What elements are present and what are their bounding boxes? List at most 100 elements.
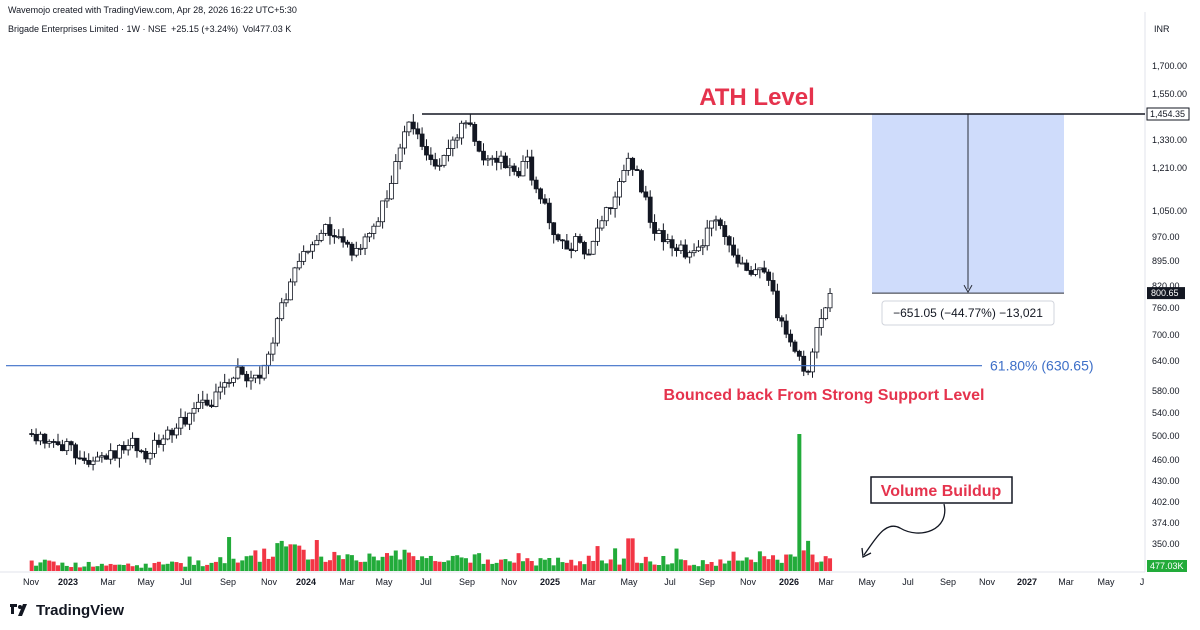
volume-bar: [534, 565, 539, 571]
candle-body: [55, 441, 61, 446]
level-lines[interactable]: 61.80% (630.65): [6, 113, 1145, 374]
candle-body: [617, 181, 622, 198]
candle-body: [33, 433, 39, 442]
volume-bar: [582, 564, 587, 571]
volume-bar: [200, 566, 205, 571]
time-axis[interactable]: Nov 2023 Mar May Jul Sep Nov 2024 Mar May Jul Sep No…: [23, 577, 1144, 587]
candle: [367, 232, 372, 243]
candle-body: [564, 240, 570, 250]
tradingview-brand[interactable]: TradingView: [8, 602, 124, 619]
candle-body: [761, 267, 767, 273]
candle-body: [195, 401, 201, 409]
price-tick-label: 460.00: [1152, 455, 1180, 465]
candle-body: [125, 445, 131, 451]
candle-body: [463, 122, 469, 125]
volume-bar: [468, 562, 473, 571]
volume-bar: [161, 564, 166, 571]
volume-bar: [292, 544, 297, 571]
candle-body: [498, 155, 504, 163]
candle: [46, 439, 52, 448]
candle: [213, 383, 219, 408]
volume-bar: [463, 558, 468, 571]
symbol-legend[interactable]: Brigade Enterprises Limited · 1W · NSE +…: [8, 24, 293, 34]
candle-body: [446, 148, 451, 156]
candle: [796, 349, 802, 361]
volume-bar: [735, 560, 740, 571]
candle: [90, 456, 96, 471]
volume-bar: [428, 555, 433, 571]
volume-bar: [60, 562, 65, 571]
volume-bar: [244, 556, 249, 571]
measure-box[interactable]: −651.05 (−44.77%) −13,021: [872, 113, 1064, 326]
candle-body: [117, 444, 122, 459]
candle-body: [823, 307, 829, 319]
volume-bar: [687, 565, 692, 571]
candle: [516, 167, 521, 178]
volume-bar: [573, 565, 578, 571]
volume-bar: [437, 561, 442, 571]
volume-bar: [520, 561, 525, 571]
candle-body: [424, 146, 429, 156]
volume-bar: [205, 564, 210, 571]
candle-body: [467, 122, 473, 125]
price-tick-label: 1,210.00: [1152, 163, 1187, 173]
candle: [415, 122, 421, 140]
candle: [481, 143, 486, 166]
candle: [68, 440, 74, 452]
candle: [99, 452, 105, 463]
volume-bar: [749, 559, 754, 571]
candle-body: [437, 164, 443, 167]
candle: [187, 412, 193, 431]
volume-bar: [336, 555, 341, 571]
time-tick-label: Nov: [23, 577, 40, 587]
candle-body: [581, 241, 587, 255]
candle-body: [454, 137, 460, 141]
candle: [108, 443, 114, 465]
candle-body: [371, 225, 377, 234]
candle: [125, 439, 131, 456]
candle-body: [503, 155, 508, 169]
candle: [687, 250, 693, 264]
volume-bar: [104, 565, 109, 571]
volume-bar: [507, 561, 512, 571]
volume-bar: [722, 563, 727, 571]
candle-body: [735, 254, 741, 264]
candle-body: [779, 317, 785, 322]
candle: [195, 393, 201, 413]
volume-bar: [503, 559, 508, 571]
candle: [209, 399, 214, 409]
candle: [59, 439, 65, 452]
volume-bar: [42, 559, 47, 571]
candle: [270, 337, 276, 362]
candle: [704, 219, 710, 251]
volume-bar: [771, 555, 776, 571]
candle: [761, 260, 767, 274]
candle: [779, 315, 785, 328]
price-axis[interactable]: 1,700.00 1,550.00 1,330.00 1,210.00 1,050.00…: [1146, 61, 1190, 572]
candle: [599, 215, 605, 231]
candle: [485, 155, 491, 166]
candle-body: [516, 171, 521, 177]
candle-body: [182, 416, 188, 425]
volume-bar: [213, 561, 218, 571]
volume-bar: [235, 562, 240, 571]
volume-bar: [542, 559, 547, 571]
candle: [744, 259, 750, 272]
time-tick-label: 2025: [540, 577, 560, 587]
candle: [669, 235, 675, 257]
volume-bar: [29, 560, 34, 571]
candle: [182, 411, 188, 427]
time-tick-label: Sep: [699, 577, 715, 587]
price-tick-label: 500.00: [1152, 431, 1180, 441]
volume-bar: [86, 561, 91, 571]
candle-body: [459, 122, 464, 139]
candle: [801, 350, 807, 377]
candle-body: [318, 232, 324, 241]
candle: [766, 269, 772, 286]
candle: [314, 235, 320, 246]
candle: [441, 154, 447, 168]
candle: [573, 233, 579, 253]
volume-bar: [406, 552, 411, 571]
volume-bar: [209, 562, 214, 571]
